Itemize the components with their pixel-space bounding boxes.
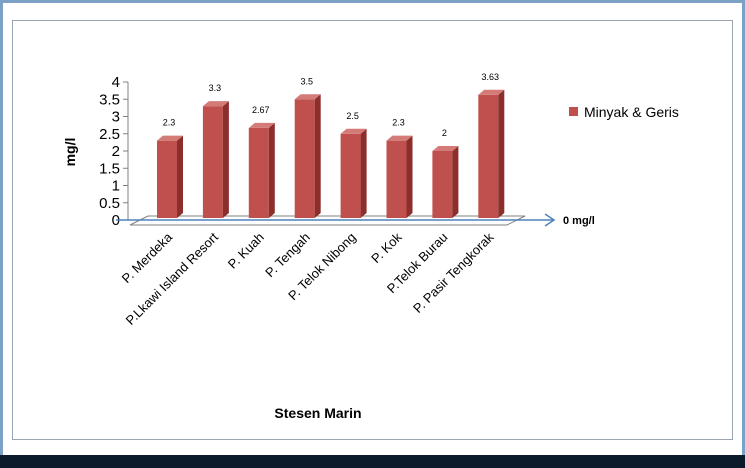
bar-side [177,135,183,218]
bar-top [386,135,413,141]
legend-swatch [569,107,578,116]
bar-front [478,94,499,218]
arrow-icon [544,213,556,227]
category-label: P. Pasir Tengkorak [410,229,497,316]
bar-front [157,140,177,218]
category-label: P. Kuah [225,230,267,272]
y-tick-label: 1.5 [99,160,120,177]
data-label: 2.3 [163,118,176,128]
bar-side [314,94,321,218]
bar-top [294,94,321,100]
y-axis-title: mg/l [62,138,78,167]
bar-side [222,101,229,218]
bar-top [157,135,183,141]
reference-label: 0 mg/l [563,215,595,227]
y-tick-label: 0.5 [99,195,120,212]
bar-side [268,122,275,218]
floor-plane [129,215,526,226]
x-axis-title: Stesen Marin [274,405,361,421]
bottom-bar [0,455,745,468]
category-label: P. Kok [368,229,405,266]
bar-top [432,146,459,151]
data-label: 3.5 [300,76,313,86]
bar-front [432,151,453,218]
bar-front [202,106,223,218]
data-label: 3.63 [482,72,500,82]
bar-front [340,133,361,218]
bar-side [360,128,367,218]
category-label: P.Lkawi Island Resort [123,229,222,328]
bar-top [248,122,275,128]
y-tick-label: 2 [112,143,120,160]
legend-label: Minyak & Geris [584,104,679,120]
bar-front [294,99,315,218]
data-label: 2 [442,128,447,138]
bar-front [386,140,407,218]
y-tick-label: 2.5 [99,126,120,143]
y-tick-label: 3 [112,109,120,126]
bar-side [452,146,459,218]
y-tick-label: 1 [112,178,120,195]
y-tick-label: 3.5 [99,91,120,108]
outer-border [0,0,745,455]
bar-top [478,89,505,95]
y-tick-label: 0 [112,212,120,229]
data-label: 2.67 [252,105,270,115]
bar-front [248,127,269,218]
data-label: 3.3 [209,83,222,93]
bar-side [498,89,505,218]
bar-top [340,128,367,134]
bar-side [406,135,413,218]
data-label: 2.3 [392,118,405,128]
bar-top [202,101,229,107]
chart-area [12,20,733,440]
data-label: 2.5 [346,111,359,121]
y-tick-label: 4 [112,74,120,91]
